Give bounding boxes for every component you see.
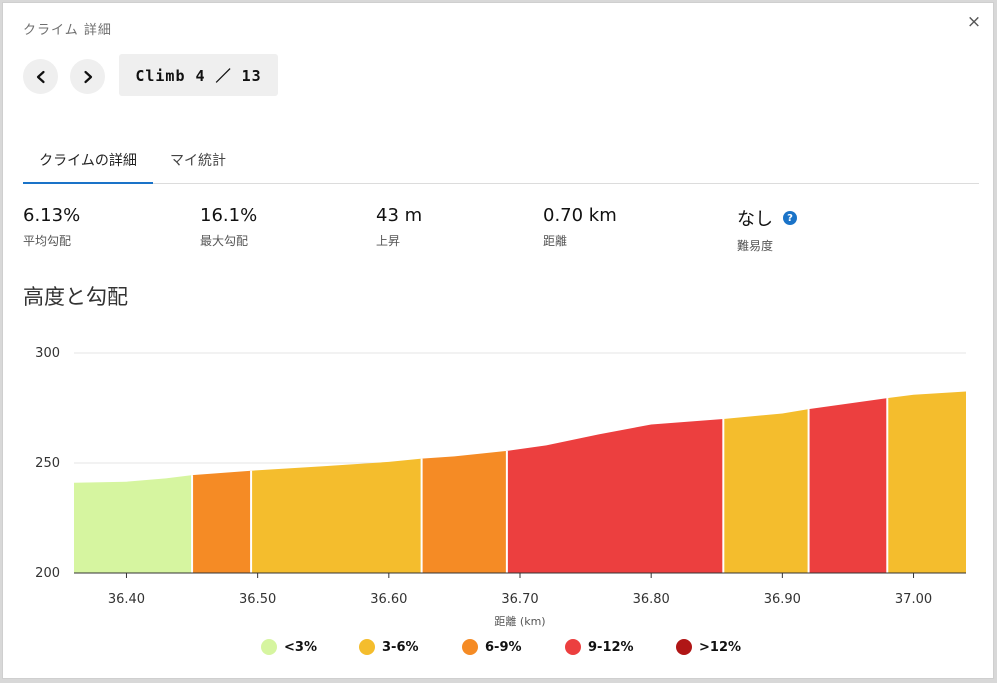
grade-segment — [192, 470, 252, 573]
grade-segment — [887, 391, 966, 573]
stat-difficulty: なし ? 難易度 — [737, 205, 797, 254]
x-tick-label: 36.80 — [633, 592, 670, 607]
grade-segment — [251, 458, 422, 573]
legend-item-lt3: <3% — [261, 639, 317, 655]
chevron-right-icon — [83, 70, 92, 83]
legend-item-3to6: 3-6% — [359, 639, 419, 655]
legend-swatch — [565, 639, 581, 655]
next-climb-button[interactable] — [70, 59, 105, 94]
help-icon[interactable]: ? — [783, 211, 797, 225]
legend-label: >12% — [699, 639, 742, 655]
legend-label: <3% — [284, 639, 317, 655]
chevron-left-icon — [36, 70, 45, 83]
x-tick-label: 36.90 — [764, 592, 801, 607]
close-icon[interactable]: × — [966, 12, 982, 32]
x-tick-label: 36.60 — [370, 592, 407, 607]
modal-title: クライム 詳細 — [23, 23, 112, 38]
legend-item-6to9: 6-9% — [462, 639, 522, 655]
climb-counter: Climb 4 ／ 13 — [119, 54, 278, 96]
stat-average-grade: 6.13% 平均勾配 — [23, 205, 80, 249]
stat-label: 最大勾配 — [200, 234, 249, 248]
difficulty-value: なし — [737, 209, 773, 230]
elevation-grade-chart: 36.40 36.50 36.60 36.70 36.80 36.90 37.00 200 25… — [35, 346, 966, 628]
stat-value: 43 m — [376, 205, 423, 226]
grade-segment — [421, 450, 507, 573]
legend-label: 9-12% — [588, 639, 634, 655]
legend-swatch — [676, 639, 692, 655]
stat-label: 平均勾配 — [23, 234, 72, 248]
x-tick-label: 37.00 — [895, 592, 932, 607]
y-tick-label: 200 — [35, 566, 60, 581]
legend-swatch — [359, 639, 375, 655]
stat-label: 上昇 — [376, 234, 401, 248]
grade-segment — [723, 409, 809, 573]
previous-climb-button[interactable] — [23, 59, 58, 94]
y-tick-label: 250 — [35, 456, 60, 471]
legend-swatch — [261, 639, 277, 655]
stat-label: 距離 — [543, 234, 568, 248]
stat-elevation-gain: 43 m 上昇 — [376, 205, 422, 249]
x-axis-label: 距離 (km) — [494, 614, 545, 628]
grade-segment — [74, 475, 193, 573]
stat-label: 難易度 — [737, 239, 774, 253]
grade-segment — [506, 419, 724, 573]
x-tick-label: 36.50 — [239, 592, 276, 607]
section-title-elevation-grade: 高度と勾配 — [23, 285, 128, 309]
stat-max-grade: 16.1% 最大勾配 — [200, 205, 257, 249]
grade-segment — [808, 398, 888, 573]
tab-my-stats[interactable]: マイ統計 — [170, 153, 226, 169]
legend-label: 6-9% — [485, 639, 522, 655]
legend-item-gt12: >12% — [676, 639, 741, 655]
legend-item-9to12: 9-12% — [565, 639, 634, 655]
stat-distance: 0.70 km 距離 — [543, 205, 617, 249]
tab-bar: クライムの詳細 マイ統計 — [23, 143, 979, 184]
tab-climb-details[interactable]: クライムの詳細 — [23, 143, 153, 184]
stat-value: 16.1% — [200, 205, 258, 226]
y-tick-label: 300 — [35, 346, 60, 361]
stat-value-row: なし ? — [737, 205, 797, 231]
stat-value: 6.13% — [23, 205, 81, 226]
stat-value: 0.70 km — [543, 205, 617, 226]
legend-label: 3-6% — [382, 639, 419, 655]
legend-swatch — [462, 639, 478, 655]
x-tick-label: 36.70 — [501, 592, 538, 607]
x-tick-label: 36.40 — [108, 592, 145, 607]
